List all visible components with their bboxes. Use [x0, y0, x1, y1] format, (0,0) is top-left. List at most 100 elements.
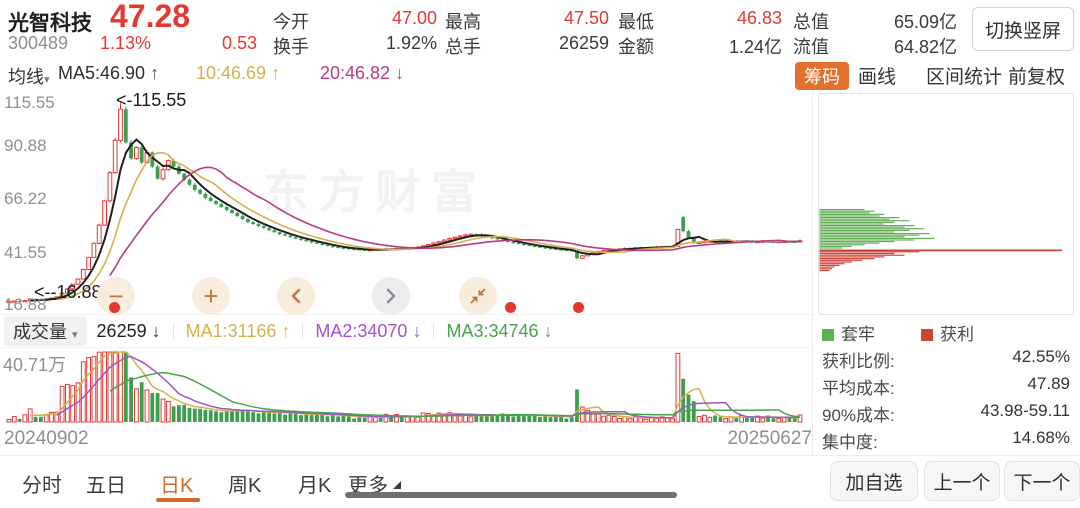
- watermark: 东方财富: [263, 166, 487, 218]
- plus-icon: +: [203, 281, 219, 311]
- stat-value: 1.24亿: [728, 37, 782, 57]
- chip-legend: 套牢 获利: [822, 320, 974, 345]
- vol-ma3-value: MA3:34746 ↓: [446, 320, 553, 341]
- tab-daily-k[interactable]: 日K: [160, 475, 194, 497]
- y-axis-label: 115.55: [4, 93, 55, 112]
- chevron-down-icon: ▾: [44, 74, 50, 86]
- ma5-value: MA5:46.90 ↑: [58, 63, 160, 83]
- tab-more[interactable]: 更多: [348, 475, 388, 497]
- y-axis-label: 16.88: [4, 295, 47, 314]
- pan-left-button[interactable]: [277, 277, 315, 315]
- marker-dot: [505, 302, 516, 313]
- stock-change-amount: 0.53: [222, 33, 258, 53]
- stat-value: 46.83: [736, 8, 782, 28]
- tool-range-stats[interactable]: 区间统计: [926, 67, 1003, 88]
- zoom-in-button[interactable]: +: [192, 277, 230, 315]
- red-square-icon: [921, 329, 933, 341]
- chevron-right-icon: [386, 288, 396, 304]
- stat-value: 1.92%: [385, 33, 437, 53]
- stat-avg-cost: 平均成本: 47.89: [822, 374, 1070, 398]
- tab-monthly-k[interactable]: 月K: [298, 475, 332, 497]
- stat-90pct-cost: 90%成本: 43.98-59.11: [822, 401, 1070, 425]
- separator: [172, 323, 174, 339]
- tool-draw-line[interactable]: 画线: [858, 67, 897, 88]
- collapse-arrows-icon: [470, 288, 486, 304]
- stat-label: 今开: [273, 12, 309, 32]
- stat-label: 金额: [618, 37, 654, 57]
- tab-weekly-k[interactable]: 周K: [228, 475, 262, 497]
- separator: [433, 323, 435, 339]
- kline-chart-area[interactable]: 115.55 90.88 66.22 41.55 16.88 <-115.55 …: [0, 90, 812, 315]
- ma-indicator-bar: 均线▾ MA5:46.90 ↑ 10:46.69 ↑ 20:46.82 ↓ 筹码…: [0, 58, 1080, 90]
- low-price-annotation: <--16.88: [34, 282, 102, 302]
- stat-label: 流值: [793, 37, 829, 57]
- more-corner-icon: [393, 481, 401, 489]
- y-axis-label: 90.88: [4, 136, 47, 155]
- tab-five-day[interactable]: 五日: [86, 475, 126, 497]
- arrow-down-icon: ↓: [395, 63, 405, 83]
- chevron-down-icon: ▾: [72, 329, 78, 341]
- stat-value: 26259: [558, 33, 609, 53]
- vol-ma2-value: MA2:34070 ↓: [315, 320, 422, 341]
- kline-chart[interactable]: [0, 90, 812, 315]
- arrow-down-icon: ↓: [151, 320, 161, 341]
- peak-price-annotation: <-115.55: [116, 90, 187, 110]
- date-end-label: 20250627: [727, 428, 812, 449]
- volume-max-label: 40.71万: [3, 355, 67, 375]
- stock-code: 300489: [8, 33, 69, 53]
- chip-stats: 获利比例: 42.55% 平均成本: 47.89 90%成本: 43.98-59.11…: [820, 347, 1072, 455]
- stock-price: 47.28: [110, 0, 191, 34]
- next-stock-button[interactable]: 下一个: [1004, 461, 1080, 501]
- volume-selector[interactable]: 成交量 ▾: [4, 316, 87, 346]
- green-square-icon: [822, 329, 834, 341]
- previous-stock-button[interactable]: 上一个: [924, 461, 1000, 501]
- vol-ma1-value: MA1:31166 ↑: [185, 320, 291, 341]
- stock-name: 光智科技: [8, 12, 92, 35]
- stat-col-high-lots: 最高 47.50 总手 26259: [445, 0, 609, 58]
- footer-divider: [0, 455, 1080, 456]
- active-tab-underline: [156, 498, 200, 502]
- stat-label: 总手: [445, 37, 481, 57]
- chip-distribution-panel: [818, 93, 1074, 315]
- stat-concentration: 集中度: 14.68%: [822, 428, 1070, 452]
- stat-value: 47.50: [563, 8, 609, 28]
- arrow-down-icon: ↓: [543, 320, 553, 341]
- legend-trapped: 套牢: [822, 320, 875, 345]
- tab-scrollbar[interactable]: [345, 492, 677, 498]
- tab-intraday[interactable]: 分时: [22, 475, 62, 497]
- add-watchlist-button[interactable]: 加自选: [830, 461, 918, 501]
- tool-forward-adjust[interactable]: 前复权: [1008, 67, 1066, 88]
- stat-label: 最高: [445, 12, 481, 32]
- arrow-up-icon: ↑: [281, 320, 291, 341]
- marker-dot: [573, 302, 584, 313]
- y-axis-label: 41.55: [4, 243, 47, 262]
- chevron-left-icon: [291, 288, 301, 304]
- arrow-down-icon: ↓: [412, 320, 422, 341]
- y-axis-label: 66.22: [4, 189, 47, 208]
- arrow-up-icon: ↑: [150, 63, 160, 83]
- stat-col-low-amount: 最低 46.83 金额 1.24亿: [618, 0, 782, 58]
- pan-right-button[interactable]: [372, 277, 410, 315]
- separator: [302, 323, 304, 339]
- date-start-label: 20240902: [4, 428, 89, 449]
- stock-change-percent: 1.13%: [100, 33, 152, 53]
- volume-indicator-bar: 成交量 ▾ 26259 ↓ MA1:31166 ↑ MA2:34070 ↓ MA…: [0, 315, 812, 348]
- ma10-value: 10:46.69 ↑: [196, 63, 281, 83]
- rotate-portrait-button[interactable]: 切换竖屏: [972, 7, 1074, 51]
- stat-label: 最低: [618, 12, 654, 32]
- ma-selector[interactable]: 均线▾: [8, 67, 50, 87]
- chip-distribution-chart: [819, 209, 1062, 272]
- legend-profit: 获利: [921, 320, 974, 345]
- volume-value: 26259 ↓: [96, 320, 161, 341]
- stat-profit-ratio: 获利比例: 42.55%: [822, 347, 1070, 371]
- stat-value: 47.00: [391, 8, 437, 28]
- collapse-chart-button[interactable]: [459, 277, 497, 315]
- ma20-value: 20:46.82 ↓: [320, 63, 405, 83]
- stat-label: 总值: [793, 12, 829, 32]
- arrow-up-icon: ↑: [271, 63, 281, 83]
- volume-chart[interactable]: [0, 348, 812, 424]
- panel-divider: [812, 90, 813, 455]
- tool-chip-distribution[interactable]: 筹码: [795, 62, 849, 90]
- stat-label: 换手: [273, 37, 309, 57]
- stat-value: 64.82亿: [893, 37, 957, 57]
